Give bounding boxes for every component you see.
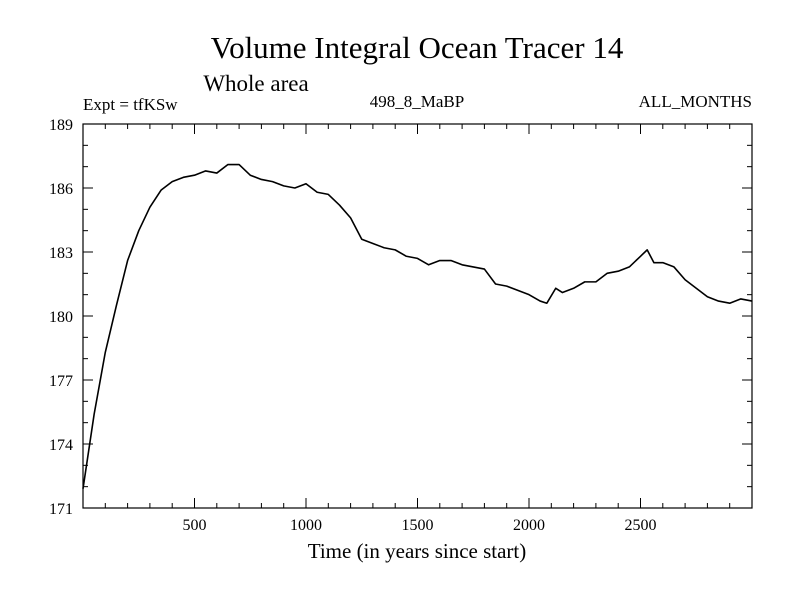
period-label: 498_8_MaBP xyxy=(370,92,464,111)
plot-frame xyxy=(82,123,753,509)
experiment-label: Expt = tfKSw xyxy=(83,95,178,114)
chart-subtitle: Whole area xyxy=(203,71,308,96)
months-label: ALL_MONTHS xyxy=(639,92,752,111)
y-tick-label: 183 xyxy=(49,245,73,262)
series-line xyxy=(82,163,753,489)
x-tick-label: 1500 xyxy=(402,517,434,534)
y-tick-label: 177 xyxy=(49,373,73,390)
x-tick-label: 1000 xyxy=(290,517,322,534)
y-tick-label: 189 xyxy=(49,117,73,134)
plot-area xyxy=(82,163,753,489)
y-tick-label: 171 xyxy=(49,501,73,518)
x-axis-label: Time (in years since start) xyxy=(308,539,527,563)
x-axis: 500 1000 1500 2000 2500 xyxy=(104,124,731,534)
y-tick-label: 186 xyxy=(49,181,73,198)
x-tick-label: 2000 xyxy=(513,517,545,534)
y-tick-label: 174 xyxy=(49,437,73,454)
y-tick-label: 180 xyxy=(49,309,73,326)
x-tick-label: 500 xyxy=(183,517,207,534)
y-axis: 171 174 177 180 183 186 189 xyxy=(49,117,752,518)
chart-title: Volume Integral Ocean Tracer 14 xyxy=(211,30,624,65)
x-tick-label: 2500 xyxy=(625,517,657,534)
